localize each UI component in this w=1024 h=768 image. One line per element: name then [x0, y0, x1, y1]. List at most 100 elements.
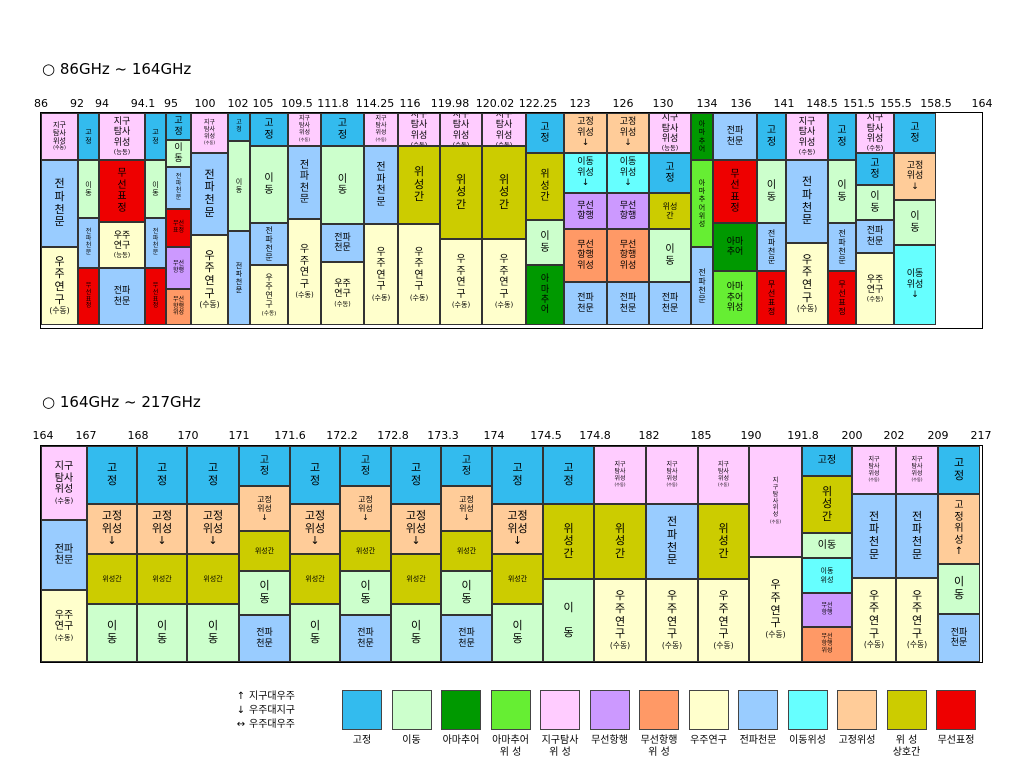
band-cell-label: 고 정 [259, 454, 270, 478]
band-cell-label: 우 주 연 구 [499, 254, 509, 300]
band-cell-amateur: 아 마 추 어 [691, 113, 713, 160]
band-cell-label: 전 파 천 문 [265, 225, 273, 263]
freq-tick-label: 151.5 [843, 97, 875, 110]
band-cell-mobile: 이 동 [757, 160, 786, 223]
band-cell-qualifier: (수동) [54, 496, 74, 505]
legend-label: 무선항행 위 성 [640, 735, 678, 758]
band-cell-qualifier: (수동) [409, 293, 429, 302]
band-cell-label: 우 주 연 구 [54, 254, 65, 306]
band-cell-label: 지구 탐사 위성 [495, 113, 513, 141]
band-cell-label: 이 동 [910, 211, 920, 234]
band-cell-space-research: 우 주 연 구 (수동) [896, 578, 938, 662]
freq-tick-label: 102 [227, 97, 249, 110]
band-cell-label: 전 파 천 문 [85, 228, 92, 256]
band-cell-label: 무선 항행 위성 [821, 633, 833, 654]
freq-tick-label: 123 [569, 97, 591, 110]
band-cell-fixed: 고 정 [78, 113, 99, 160]
band-cell-radio-astronomy: 전파 천문 [340, 615, 391, 662]
band-cell-mobile: 이 동 [228, 141, 250, 231]
band-cell-qualifier: (수동) [204, 140, 215, 146]
band-cell-fixed: 고 정 [321, 113, 364, 146]
band-cell-label: 이동 [817, 539, 837, 551]
legend-label: 이동 [402, 735, 421, 746]
band-cell-fixed-sat: 고정 위성 ↓ [290, 504, 340, 554]
band-cell-label: 고정 위성 ↓ [304, 509, 326, 548]
band-cell-eess: 지구 탐사 위성 (수동) [482, 113, 526, 146]
legend-label: 이동위성 [789, 735, 826, 746]
band-cell-label: 전 파 천 문 [801, 175, 813, 227]
band-cell-label: 위 성 간 [413, 165, 425, 204]
band-cell-label: 이 동 [106, 619, 118, 645]
direction-arrow-icon: ↑ [236, 691, 246, 702]
band-cell-label: 위성간 [203, 574, 223, 583]
freq-tick-label: 136 [730, 97, 752, 110]
band-cell-qualifier: (수동) [261, 310, 277, 317]
band-cell-space-research: 우 주 연 구 (수동) [191, 235, 228, 325]
legend-label: 우주연구 [690, 735, 727, 746]
freq-tick-label: 164 [971, 97, 993, 110]
band-cell-fixed: 고 정 [228, 113, 250, 141]
band-cell-mobile: 이 동 [894, 200, 936, 245]
band-cell-eess: 지구 탐사 위성 (수동) [440, 113, 482, 146]
legend-swatch-amateur [441, 690, 481, 730]
band-cell-fixed: 고 정 [856, 153, 894, 185]
band-cell-mobile: 이동 [802, 533, 852, 558]
band-cell-label: 고 정 [766, 125, 777, 148]
band-cell-mobile: 이 동 [543, 579, 594, 662]
band-cell-fixed-sat: 고정 위성 ↓ [340, 486, 391, 531]
band-cell-fixed: 고 정 [391, 446, 441, 504]
band-cell-space-research: 우 주 연 구 (수동) [364, 224, 398, 325]
freq-tick-label: 185 [690, 429, 712, 442]
band-cell-label: 전파 천문 [113, 286, 131, 307]
band-cell-space-research: 우 주 연 구 (수동) [398, 224, 440, 325]
band-cell-mobile-sat: 이동 위성 ↓ [894, 245, 936, 325]
band-cell-eess: 지구 탐사 위성 (능동) [649, 113, 691, 153]
band-cell-label: 고 정 [264, 118, 274, 141]
band-cell-radio-astronomy: 전파 천문 [441, 615, 492, 662]
band-cell-radio-astronomy: 전파 천문 [713, 113, 757, 160]
band-cell-qualifier: (수동) [495, 141, 513, 146]
band-cell-label: 무선 항행 [172, 260, 185, 274]
band-cell-label: 지구 탐사 위성 [866, 113, 884, 145]
band-cell-eess: 지구 탐사 위성 (수동) [896, 446, 938, 494]
band-cell-label: 위성 간 [662, 201, 678, 220]
band-cell-radiolocation: 무 선 표 정 [145, 268, 166, 325]
band-cell-label: 지구 탐사 위성 [53, 121, 66, 146]
band-cell-label: 전 파 천 문 [175, 173, 182, 201]
band-cell-amateur: 아 마 추 어 [526, 265, 564, 325]
band-cell-label: 고 정 [85, 128, 92, 145]
band-cell-label: 고 정 [207, 461, 219, 487]
band-cell-space-research: 우 주 연 구 (수동) [646, 579, 698, 662]
band-cell-fixed: 고 정 [290, 446, 340, 504]
band-cell-radio-astronomy: 전 파 천 문 [228, 231, 250, 325]
direction-key-text: 지구대우주 [249, 691, 295, 702]
band-cell-qualifier: (능동) [113, 148, 131, 156]
band-cell-label: 고정 위성 ↓ [405, 509, 427, 548]
band-cell-label: 고 정 [837, 125, 847, 148]
legend-swatch-radiolocation [936, 690, 976, 730]
freq-tick-label: 109.5 [281, 97, 313, 110]
legend-label: 아마추어 위 성 [492, 735, 529, 758]
band-cell-label: 전 파 천 문 [911, 509, 923, 561]
freq-tick-label: 171 [228, 429, 250, 442]
band-cell-label: 전 파 천 문 [54, 177, 65, 229]
band-cell-space-research: 우 주 연 구 (수동) [41, 247, 78, 325]
band-cell-qualifier: (수동) [863, 640, 885, 650]
band-cell-label: 우 주 연 구 [204, 248, 215, 300]
band-cell-qualifier: (수동) [451, 301, 471, 310]
band-cell-radiolocation: 무 선 표 정 [78, 268, 99, 325]
band-cell-label: 무선 표정 [172, 220, 185, 234]
band-cell-mobile: 이 동 [166, 140, 191, 167]
band-cell-inter-sat: 위 성 간 [802, 476, 852, 533]
band-cell-fixed: 고 정 [543, 446, 594, 504]
freq-tick-label: 130 [652, 97, 674, 110]
band-cell-mobile: 이 동 [938, 564, 980, 614]
band-cell-fixed: 고 정 [828, 113, 856, 160]
band-cell-label: 전파 천문 [577, 293, 594, 314]
band-cell-radio-astronomy: 전파 천문 [856, 220, 894, 253]
band-cell-qualifier: (수동) [53, 145, 66, 152]
legend-label: 고정 [352, 735, 372, 746]
band-cell-qualifier: (수동) [295, 291, 314, 300]
legend-swatch-fixed-sat [837, 690, 877, 730]
band-cell-qualifier: (수동) [661, 640, 683, 650]
